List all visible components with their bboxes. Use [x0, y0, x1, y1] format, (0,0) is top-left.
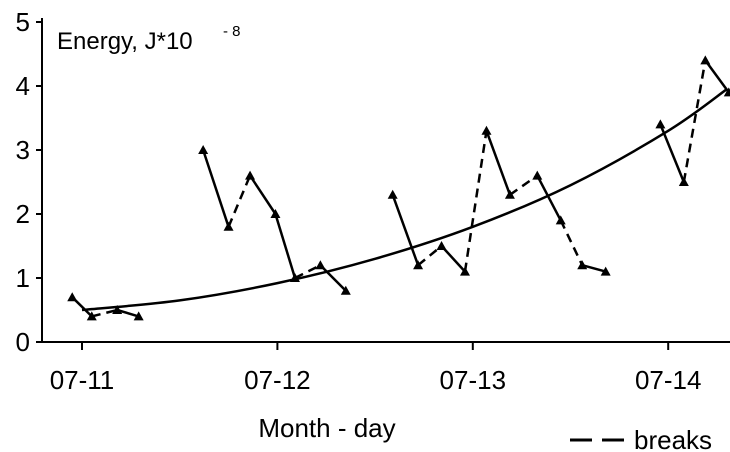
- data-point-6: [223, 221, 234, 231]
- data-point-14: [436, 241, 447, 250]
- y-tick-label-0: 0: [16, 327, 30, 357]
- data-point-9: [289, 273, 300, 282]
- data-point-7: [245, 170, 256, 180]
- data-point-8: [270, 209, 281, 218]
- data-point-22: [655, 119, 666, 129]
- segment-21-solid: [704, 59, 730, 94]
- segment-11-dashed: [417, 245, 443, 267]
- data-point-17: [504, 189, 515, 199]
- y-tick-label-2: 2: [16, 199, 30, 229]
- y-tick-label-5: 5: [16, 7, 30, 37]
- segment-17-dashed: [559, 219, 584, 266]
- segment-16-solid: [536, 175, 562, 221]
- x-tick-label-07-14: 07-14: [635, 365, 702, 395]
- trend-curve: [81, 88, 728, 312]
- segment-10-solid: [391, 194, 420, 266]
- data-markers: [67, 55, 730, 321]
- data-point-5: [198, 145, 209, 154]
- plot-lines: [71, 59, 730, 318]
- data-point-16: [481, 125, 492, 135]
- x-axis-title: Month - day: [258, 413, 395, 443]
- segment-19-solid: [659, 123, 685, 183]
- segment-5-dashed: [227, 175, 252, 228]
- data-point-15: [459, 266, 470, 276]
- segment-9-solid: [319, 264, 347, 292]
- segment-7-solid: [274, 213, 297, 279]
- segment-6-solid: [249, 174, 277, 215]
- segment-20-dashed: [682, 60, 707, 183]
- x-tick-label-07-12: 07-12: [244, 365, 311, 395]
- y-axis-title-exponent: - 8: [223, 23, 241, 40]
- y-tick-label-1: 1: [16, 263, 30, 293]
- data-point-4: [133, 311, 144, 321]
- segment-15-dashed: [509, 174, 539, 196]
- segment-4-solid: [201, 149, 230, 228]
- legend-label: breaks: [634, 425, 712, 452]
- segment-3-solid: [116, 308, 140, 318]
- axes: [41, 18, 730, 343]
- data-point-13: [413, 260, 424, 270]
- data-point-10: [315, 260, 326, 270]
- data-point-24: [700, 55, 711, 65]
- data-point-1: [67, 292, 78, 302]
- data-point-21: [600, 266, 611, 276]
- y-tick-label-3: 3: [16, 135, 30, 165]
- legend: breaks: [570, 425, 712, 452]
- segment-2-dashed: [91, 308, 118, 318]
- x-tick-label-07-11: 07-11: [50, 365, 115, 395]
- data-point-2: [86, 311, 97, 321]
- data-point-3: [112, 305, 123, 314]
- data-point-19: [555, 215, 566, 225]
- segment-8-dashed: [294, 264, 321, 280]
- y-tick-label-4: 4: [16, 71, 30, 101]
- x-ticks: 07-11 07-12 07-13 07-14: [50, 342, 702, 395]
- y-axis-title: Energy, J*10: [57, 28, 193, 55]
- data-point-18: [532, 170, 543, 180]
- segment-14-solid: [485, 130, 512, 196]
- segment-18-solid: [581, 263, 607, 273]
- data-point-12: [387, 189, 398, 199]
- data-point-23: [678, 177, 689, 186]
- data-point-20: [577, 260, 588, 270]
- data-point-11: [340, 285, 351, 295]
- data-point-25: [723, 87, 730, 97]
- x-tick-label-07-13: 07-13: [440, 365, 507, 395]
- y-ticks: 0 1 2 3 4 5: [16, 7, 42, 357]
- segment-13-dashed: [463, 130, 488, 272]
- segment-12-solid: [440, 245, 466, 273]
